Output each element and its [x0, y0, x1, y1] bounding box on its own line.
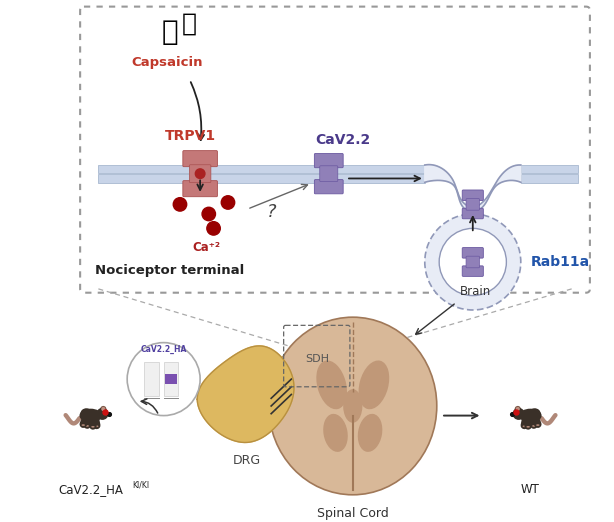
FancyBboxPatch shape: [314, 153, 343, 168]
Text: Capsaicin: Capsaicin: [132, 55, 203, 68]
Polygon shape: [425, 164, 521, 212]
Circle shape: [513, 408, 525, 420]
FancyBboxPatch shape: [462, 266, 483, 276]
Text: CaV2.2_HA: CaV2.2_HA: [141, 345, 187, 354]
Ellipse shape: [532, 425, 535, 427]
Text: 🔥: 🔥: [162, 18, 179, 45]
Text: CaV2.2: CaV2.2: [316, 133, 371, 147]
Circle shape: [101, 407, 106, 411]
Ellipse shape: [359, 361, 389, 409]
Circle shape: [515, 406, 521, 412]
FancyBboxPatch shape: [183, 151, 217, 167]
Ellipse shape: [323, 414, 348, 452]
Ellipse shape: [95, 425, 98, 427]
Text: CaV2.2_HA: CaV2.2_HA: [58, 483, 123, 496]
Bar: [165, 374, 177, 384]
FancyBboxPatch shape: [189, 165, 211, 183]
Ellipse shape: [85, 425, 89, 427]
Ellipse shape: [523, 425, 526, 427]
FancyBboxPatch shape: [80, 7, 590, 293]
Circle shape: [207, 222, 220, 235]
Polygon shape: [197, 346, 294, 443]
FancyBboxPatch shape: [320, 166, 338, 182]
Circle shape: [221, 196, 235, 209]
Text: KI/KI: KI/KI: [132, 481, 149, 490]
Circle shape: [439, 229, 507, 295]
FancyBboxPatch shape: [98, 165, 425, 173]
Text: Spinal Cord: Spinal Cord: [317, 507, 389, 520]
FancyBboxPatch shape: [183, 181, 217, 197]
Ellipse shape: [79, 409, 102, 422]
Text: DRG: DRG: [233, 454, 261, 467]
Text: Brain: Brain: [460, 286, 492, 299]
Circle shape: [516, 407, 520, 411]
FancyBboxPatch shape: [462, 247, 483, 258]
Text: Rab11a: Rab11a: [530, 255, 589, 269]
FancyBboxPatch shape: [98, 174, 425, 183]
Ellipse shape: [536, 424, 540, 426]
Ellipse shape: [106, 413, 109, 416]
Circle shape: [202, 207, 216, 221]
Circle shape: [100, 406, 106, 412]
Text: ?: ?: [266, 203, 276, 221]
Ellipse shape: [269, 317, 437, 495]
Text: WT: WT: [521, 483, 540, 496]
FancyBboxPatch shape: [462, 208, 483, 219]
Ellipse shape: [80, 408, 93, 420]
Circle shape: [173, 198, 187, 211]
Ellipse shape: [529, 408, 541, 420]
FancyBboxPatch shape: [466, 198, 480, 210]
Ellipse shape: [82, 424, 85, 426]
Text: 🌶: 🌶: [182, 12, 197, 36]
FancyBboxPatch shape: [521, 165, 578, 173]
FancyBboxPatch shape: [466, 256, 480, 268]
Text: Nociceptor terminal: Nociceptor terminal: [96, 264, 245, 277]
Ellipse shape: [343, 389, 362, 423]
Ellipse shape: [519, 409, 542, 422]
Ellipse shape: [526, 426, 530, 428]
Ellipse shape: [91, 426, 95, 428]
Ellipse shape: [512, 413, 516, 416]
Text: Ca⁺²: Ca⁺²: [192, 241, 220, 254]
Ellipse shape: [316, 361, 347, 409]
Bar: [164, 362, 178, 396]
FancyBboxPatch shape: [462, 190, 483, 200]
Circle shape: [127, 342, 200, 416]
Text: SDH: SDH: [305, 354, 328, 364]
FancyBboxPatch shape: [314, 180, 343, 194]
Circle shape: [195, 169, 205, 179]
Circle shape: [425, 214, 521, 310]
Bar: [144, 362, 159, 396]
Text: TRPV1: TRPV1: [165, 129, 216, 143]
Ellipse shape: [358, 414, 383, 452]
Circle shape: [96, 408, 109, 420]
FancyBboxPatch shape: [521, 174, 578, 183]
